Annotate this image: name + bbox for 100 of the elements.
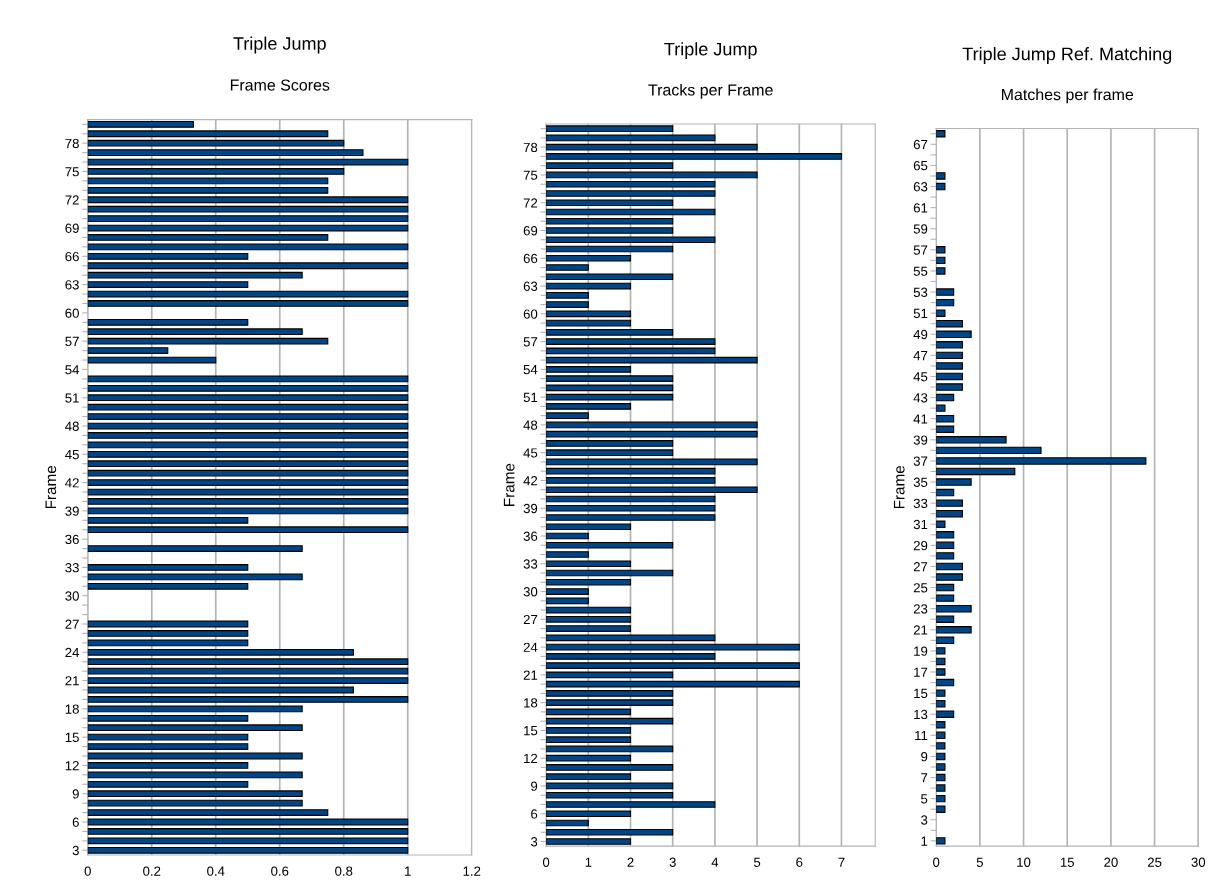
y-tick-label: 18 (65, 704, 79, 714)
bar (87, 337, 329, 345)
bar (546, 745, 674, 753)
bar (936, 668, 946, 676)
bar (936, 531, 955, 539)
y-tick-label: 51 (523, 392, 538, 403)
bar (546, 477, 716, 484)
x-tick-label: 20 (1104, 857, 1118, 867)
bar (546, 162, 674, 170)
bar (87, 234, 329, 241)
bar (546, 458, 758, 466)
bar (87, 186, 329, 194)
y-tick-label: 12 (524, 753, 538, 763)
bar (87, 403, 409, 411)
bar (546, 143, 758, 151)
bar (87, 648, 354, 656)
bar (87, 846, 409, 854)
y-tick-label: 39 (65, 506, 79, 516)
bar (546, 467, 716, 475)
y-tick-label: 19 (914, 646, 928, 656)
y-tick-label: 7 (921, 773, 928, 783)
x-tick-label: 5 (753, 857, 761, 867)
bar (546, 366, 632, 373)
y-tick-label: 59 (913, 224, 928, 234)
bar (546, 653, 716, 660)
bar (87, 205, 409, 213)
bar (936, 182, 946, 191)
y-tick-label: 75 (65, 167, 79, 177)
bar (87, 828, 409, 835)
y-tick-label: 3 (921, 815, 928, 825)
y-tick-label: 63 (523, 281, 538, 291)
bar (546, 199, 674, 207)
y-tick-label: 9 (72, 789, 79, 799)
y-tick-label: 37 (913, 456, 928, 466)
bar (936, 626, 972, 634)
y-tick-label: 57 (913, 245, 928, 255)
y-tick-label: 63 (913, 182, 928, 192)
bar (546, 403, 632, 410)
bar (936, 552, 955, 560)
y-tick-label: 67 (913, 139, 928, 150)
bar (936, 341, 963, 349)
bar (546, 708, 632, 716)
y-tick-label: 15 (65, 732, 79, 743)
y-axis-title: Frame (45, 465, 57, 509)
bar (546, 791, 674, 799)
bar (936, 383, 963, 391)
y-tick-label: 65 (913, 160, 928, 171)
bar (546, 662, 800, 669)
y-tick-label: 30 (65, 591, 79, 601)
y-tick-label: 60 (523, 309, 538, 319)
bar (936, 721, 946, 729)
bar (546, 412, 589, 419)
bar (546, 754, 632, 762)
bar (936, 689, 946, 697)
bar (546, 560, 632, 568)
bar (546, 541, 674, 549)
bar (936, 731, 946, 740)
bar (87, 347, 169, 354)
bar (546, 440, 674, 447)
bar (546, 449, 674, 457)
y-tick-label: 55 (913, 266, 928, 276)
bar (546, 190, 716, 197)
y-tick-label: 75 (523, 170, 538, 180)
chart-title: Triple Jump (664, 42, 757, 60)
bar (546, 180, 716, 188)
y-tick-label: 33 (913, 498, 928, 509)
x-tick-label: 6 (796, 857, 803, 867)
bar (546, 727, 632, 734)
y-tick-label: 61 (913, 203, 928, 213)
y-tick-label: 54 (65, 365, 80, 375)
bar (546, 356, 758, 364)
bar (87, 714, 249, 722)
bar (936, 752, 946, 761)
y-tick-label: 36 (65, 534, 79, 545)
bar (87, 300, 409, 307)
bar (546, 810, 632, 818)
bar (87, 158, 409, 166)
y-tick-label: 15 (914, 688, 928, 699)
y-tick-label: 18 (524, 698, 538, 708)
y-tick-label: 39 (523, 503, 538, 514)
y-tick-label: 30 (523, 587, 538, 597)
bar (87, 469, 409, 477)
y-tick-label: 21 (523, 670, 538, 680)
x-tick-label: 3 (669, 857, 676, 867)
y-tick-label: 49 (913, 329, 928, 340)
y-tick-label: 24 (65, 647, 80, 658)
bar (546, 588, 589, 595)
bar (936, 773, 946, 782)
bar (546, 338, 716, 345)
bar (546, 486, 758, 494)
y-tick-label: 45 (913, 372, 928, 382)
bar (936, 319, 963, 328)
bar (87, 149, 364, 156)
bar (87, 375, 409, 383)
bar (87, 658, 409, 666)
bar (936, 130, 946, 138)
bar (936, 351, 963, 360)
y-tick-label: 36 (523, 531, 538, 541)
bar (87, 724, 303, 732)
bar (87, 120, 194, 128)
